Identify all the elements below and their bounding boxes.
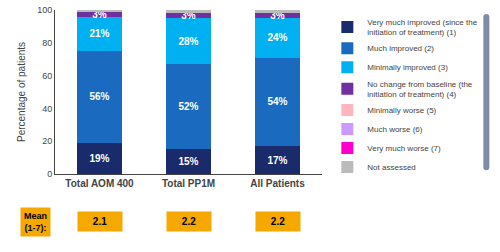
svg-text:3%: 3% (270, 10, 285, 21)
svg-text:100: 100 (37, 5, 52, 15)
svg-text:56%: 56% (89, 91, 109, 102)
svg-text:Very much worse (7): Very much worse (7) (367, 144, 441, 153)
svg-text:Minimally worse (5): Minimally worse (5) (367, 106, 436, 115)
svg-text:All Patients: All Patients (250, 178, 305, 189)
svg-text:Total AOM 400: Total AOM 400 (65, 178, 134, 189)
svg-text:3%: 3% (92, 9, 107, 20)
svg-text:Total PP1M: Total PP1M (162, 178, 215, 189)
svg-text:40: 40 (42, 104, 52, 114)
svg-text:Much improved (2): Much improved (2) (367, 44, 434, 53)
svg-text:Very much improved (since thei: Very much improved (since theinitiation … (367, 18, 477, 37)
svg-text:Minimally improved (3): Minimally improved (3) (367, 63, 448, 72)
svg-text:54%: 54% (267, 96, 287, 107)
svg-text:2.1: 2.1 (93, 216, 107, 227)
svg-text:0: 0 (47, 169, 52, 179)
svg-text:15%: 15% (178, 156, 198, 167)
svg-text:17%: 17% (267, 155, 287, 166)
svg-text:21%: 21% (89, 28, 109, 39)
svg-text:60: 60 (42, 71, 52, 81)
svg-text:52%: 52% (178, 101, 198, 112)
svg-text:Percentage of patients: Percentage of patients (16, 42, 27, 142)
svg-text:Much worse (6): Much worse (6) (367, 125, 422, 134)
svg-text:No change from baseline (thein: No change from baseline (theinitiation o… (367, 80, 473, 99)
svg-text:2.2: 2.2 (271, 216, 285, 227)
svg-text:24%: 24% (267, 32, 287, 43)
svg-text:Mean(1-7):: Mean(1-7): (24, 211, 47, 233)
svg-text:20: 20 (42, 136, 52, 146)
svg-text:28%: 28% (178, 36, 198, 47)
svg-text:80: 80 (42, 38, 52, 48)
svg-text:19%: 19% (89, 153, 109, 164)
svg-text:3%: 3% (181, 10, 196, 21)
svg-text:2.2: 2.2 (182, 216, 196, 227)
svg-text:Not assessed: Not assessed (367, 163, 415, 172)
